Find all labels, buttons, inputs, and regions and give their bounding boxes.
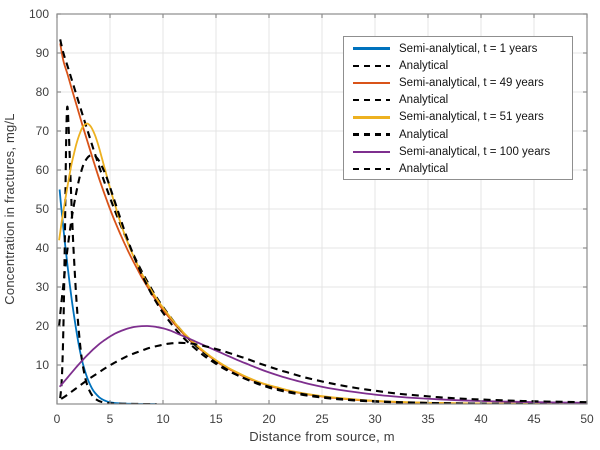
y-tick-label: 50	[36, 202, 50, 216]
series-curve-1-analytical	[59, 105, 157, 404]
series-curve-6-semi-analytical	[58, 325, 587, 404]
legend-solid-line-sample	[353, 47, 390, 50]
legend-item: Semi-analytical, t = 49 years	[344, 74, 572, 91]
legend-item: Analytical	[344, 57, 572, 74]
legend-label: Analytical	[399, 59, 449, 72]
legend-dashed-line-sample	[353, 133, 390, 136]
series-curve-7-analytical	[60, 341, 587, 404]
legend-item: Analytical	[344, 126, 572, 143]
legend-item: Semi-analytical, t = 1 years	[344, 40, 572, 57]
x-axis-label: Distance from source, m	[249, 429, 395, 444]
y-tick-label: 70	[36, 124, 50, 138]
y-tick-label: 20	[36, 319, 50, 333]
legend-dashed-line-sample	[353, 167, 390, 171]
legend-label: Analytical	[399, 162, 449, 175]
legend-item: Analytical	[344, 160, 572, 177]
legend-dashed-line-sample	[353, 64, 390, 67]
legend-label: Semi-analytical, t = 1 years	[399, 42, 538, 55]
x-tick-label: 15	[209, 412, 223, 426]
x-tick-label: 50	[580, 412, 594, 426]
legend-label: Semi-analytical, t = 51 years	[399, 111, 544, 124]
legend: Semi-analytical, t = 1 years Analytical Se…	[343, 36, 573, 180]
y-tick-label: 30	[36, 280, 50, 294]
legend-solid-line-sample	[353, 150, 390, 153]
y-tick-label: 60	[36, 163, 50, 177]
legend-dashed-line-sample	[353, 98, 390, 102]
legend-label: Analytical	[399, 128, 449, 141]
y-axis-label: Concentration in fractures, mg/L	[2, 113, 17, 305]
x-tick-label: 0	[54, 412, 61, 426]
y-tick-label: 90	[36, 46, 50, 60]
legend-solid-line-sample	[353, 116, 390, 119]
legend-item: Semi-analytical, t = 100 years	[344, 143, 572, 160]
x-tick-label: 45	[527, 412, 541, 426]
y-tick-label: 100	[29, 7, 49, 21]
legend-item: Analytical	[344, 92, 572, 109]
x-tick-label: 40	[474, 412, 488, 426]
legend-label: Semi-analytical, t = 49 years	[399, 76, 544, 89]
x-tick-label: 5	[107, 412, 114, 426]
x-tick-label: 35	[421, 412, 435, 426]
y-tick-label: 80	[36, 85, 50, 99]
series-curve-0-semi-analytical	[58, 189, 157, 404]
x-tick-label: 10	[156, 412, 170, 426]
legend-solid-line-sample	[353, 81, 390, 85]
legend-label: Analytical	[399, 94, 449, 107]
x-tick-label: 30	[368, 412, 382, 426]
x-tick-label: 25	[315, 412, 329, 426]
y-tick-label: 10	[36, 358, 50, 372]
legend-label: Semi-analytical, t = 100 years	[399, 145, 551, 158]
x-tick-label: 20	[262, 412, 276, 426]
series-curve-5-analytical	[58, 153, 587, 404]
legend-item: Semi-analytical, t = 51 years	[344, 109, 572, 126]
y-tick-label: 40	[36, 241, 50, 255]
